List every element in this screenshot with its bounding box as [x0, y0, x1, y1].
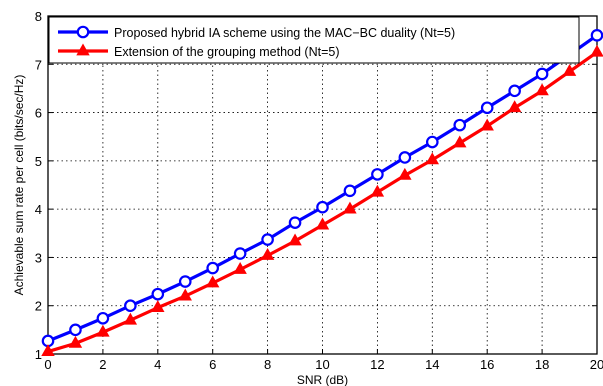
x-tick-label: 8 [264, 357, 271, 372]
data-point [316, 200, 329, 214]
data-point [260, 247, 275, 260]
legend-entry-grouping: Extension of the grouping method (Nt=5) [58, 43, 339, 59]
data-point [315, 217, 330, 230]
data-point [233, 261, 247, 274]
y-axis-ticks: 1 2 3 4 5 6 7 8 [35, 9, 597, 362]
data-point [288, 233, 302, 246]
data-point [205, 275, 220, 288]
data-point [124, 299, 137, 313]
x-axis-label: SNR (dB) [297, 373, 348, 386]
x-tick-label: 0 [44, 357, 51, 372]
legend-entry-proposed: Proposed hybrid IA scheme using the MAC−… [58, 25, 455, 40]
data-point [425, 135, 439, 149]
x-tick-label: 16 [480, 357, 494, 372]
y-tick-label: 4 [35, 202, 42, 217]
data-point [68, 335, 83, 348]
x-tick-label: 20 [590, 357, 603, 372]
y-tick-label: 2 [35, 299, 42, 314]
data-point [123, 312, 138, 325]
x-tick-label: 4 [154, 357, 161, 372]
data-point [69, 323, 82, 337]
data-point [398, 167, 412, 180]
x-tick-label: 14 [425, 357, 439, 372]
data-point [590, 29, 603, 42]
data-point [288, 216, 302, 229]
data-point [343, 184, 357, 198]
y-tick-label: 3 [35, 250, 42, 265]
data-point [398, 151, 412, 164]
y-tick-label: 5 [35, 154, 42, 169]
data-point [535, 67, 549, 81]
data-point [96, 311, 110, 325]
data-point [453, 118, 467, 132]
y-tick-label: 6 [35, 106, 42, 121]
y-tick-label: 7 [35, 57, 42, 72]
data-point [562, 64, 577, 76]
series-grouping [41, 44, 603, 356]
series-lines [41, 29, 603, 356]
data-point [370, 184, 385, 197]
data-point [480, 101, 494, 115]
data-point [425, 152, 440, 165]
data-point [508, 84, 521, 98]
legend-label-grouping: Extension of the grouping method (Nt=5) [114, 45, 339, 59]
x-tick-label: 12 [370, 357, 384, 372]
legend-label-proposed: Proposed hybrid IA scheme using the MAC−… [114, 26, 455, 40]
data-point [96, 324, 110, 337]
data-point [261, 233, 274, 246]
data-point [178, 288, 192, 301]
x-tick-label: 2 [99, 357, 106, 372]
data-point [535, 83, 549, 96]
data-point [371, 168, 384, 181]
data-point [151, 300, 165, 313]
x-tick-label: 6 [209, 357, 216, 372]
x-tick-label: 18 [535, 357, 549, 372]
data-point [151, 287, 165, 301]
x-tick-label: 10 [315, 357, 329, 372]
data-point [480, 118, 494, 131]
data-point [453, 135, 467, 148]
y-tick-label: 1 [35, 347, 42, 362]
legend-marker-circle [76, 25, 90, 39]
data-point [590, 44, 603, 57]
data-point [233, 247, 247, 260]
data-point [507, 100, 522, 113]
y-tick-label: 8 [35, 9, 42, 24]
series-proposed [41, 29, 603, 348]
legend-box [48, 16, 580, 64]
y-axis-label: Achievable sum rate per cell (bits/sec/H… [12, 75, 26, 296]
data-point [343, 201, 357, 214]
data-point [178, 275, 192, 288]
data-point [41, 344, 55, 356]
legend-marker-triangle [76, 43, 90, 56]
legend: Proposed hybrid IA scheme using the MAC−… [48, 16, 580, 64]
x-axis-ticks: 0 2 4 6 8 10 12 14 16 18 20 [44, 16, 603, 372]
data-point [206, 261, 219, 275]
